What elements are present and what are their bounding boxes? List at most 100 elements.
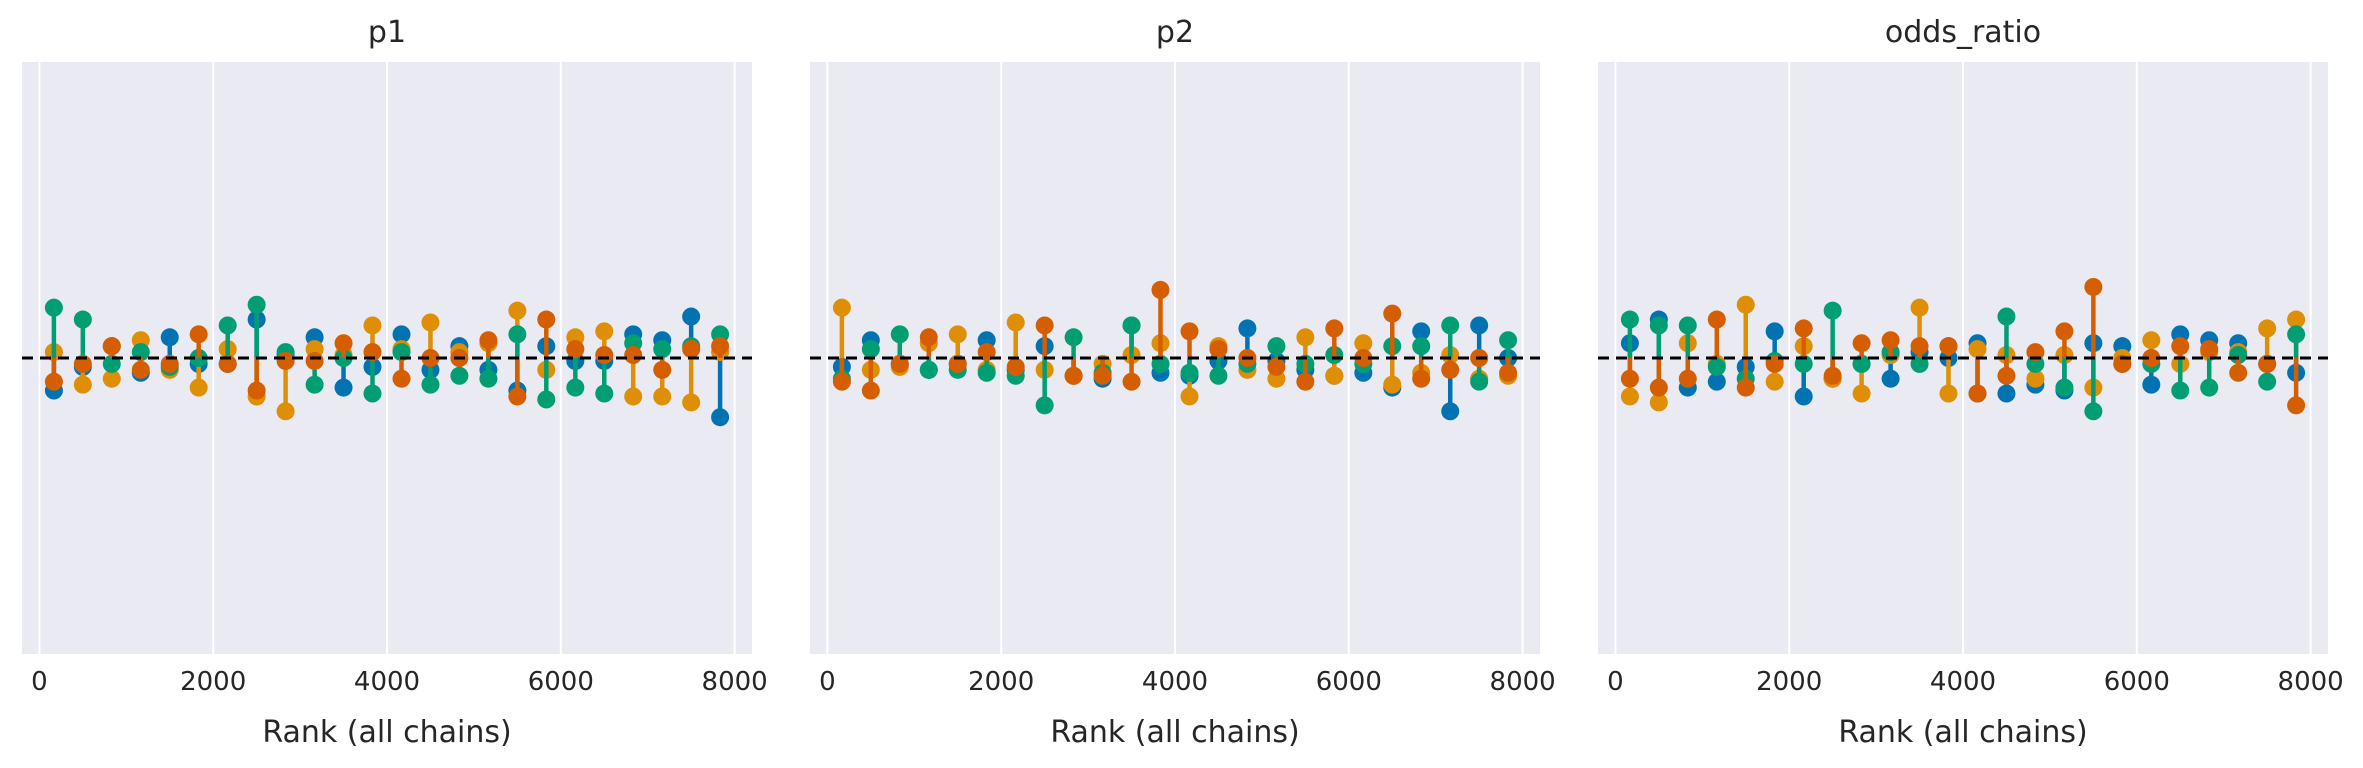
marker-odds-ratio-s2-19	[2171, 381, 2190, 400]
marker-p2-s0-21	[1441, 402, 1460, 421]
x-tick-label-p2-8000: 8000	[1490, 667, 1556, 697]
marker-odds-ratio-s3-4	[1736, 378, 1755, 397]
marker-odds-ratio-s1-18	[2142, 331, 2161, 350]
marker-p1-s3-20	[624, 346, 643, 365]
marker-p2-s2-20	[1412, 337, 1431, 356]
marker-p1-s3-5	[189, 325, 208, 344]
marker-p1-s0-10	[334, 378, 353, 397]
marker-p1-s2-9	[305, 375, 324, 394]
marker-p2-s2-15	[1267, 337, 1286, 356]
marker-odds-ratio-s1-1	[1649, 393, 1668, 412]
marker-odds-ratio-s2-2	[1678, 316, 1697, 335]
panel-title-odds-ratio: odds_ratio	[1885, 15, 2041, 50]
marker-p2-s3-15	[1267, 357, 1286, 376]
marker-p1-s3-10	[334, 334, 353, 353]
marker-odds-ratio-s1-12	[1968, 340, 1987, 359]
x-tick-label-odds-ratio-0: 0	[1607, 667, 1624, 697]
marker-p2-s2-2	[890, 325, 909, 344]
marker-p1-s3-8	[276, 351, 295, 370]
marker-odds-ratio-s1-14	[2026, 369, 2045, 388]
marker-odds-ratio-s0-3	[1707, 372, 1726, 391]
marker-p1-s0-12	[392, 325, 411, 344]
marker-p2-s2-23	[1499, 331, 1518, 350]
marker-odds-ratio-s3-2	[1678, 369, 1697, 388]
marker-p1-s2-11	[363, 384, 382, 403]
x-tick-label-odds-ratio-2000: 2000	[1756, 667, 1822, 697]
marker-p1-s1-1	[73, 375, 92, 394]
marker-p1-s3-0	[44, 372, 63, 391]
marker-p2-s3-0	[832, 372, 851, 391]
marker-p1-s1-22	[682, 393, 701, 412]
marker-p1-s3-22	[682, 340, 701, 359]
marker-p2-s2-21	[1441, 316, 1460, 335]
marker-p1-s3-7	[247, 381, 266, 400]
x-tick-label-p2-2000: 2000	[968, 667, 1034, 697]
x-axis-label-odds-ratio: Rank (all chains)	[1838, 715, 2087, 750]
x-tick-label-p2-6000: 6000	[1316, 667, 1382, 697]
marker-odds-ratio-s0-18	[2142, 375, 2161, 394]
marker-p2-s3-17	[1325, 319, 1344, 338]
marker-odds-ratio-s3-0	[1620, 369, 1639, 388]
marker-p2-s1-12	[1180, 387, 1199, 406]
marker-p1-s3-18	[566, 340, 585, 359]
marker-p1-s1-19	[595, 322, 614, 341]
marker-p1-s2-19	[595, 384, 614, 403]
marker-p1-s2-13	[421, 375, 440, 394]
marker-p2-s3-11	[1151, 280, 1170, 299]
marker-p2-s1-17	[1325, 366, 1344, 385]
marker-p2-s3-20	[1412, 369, 1431, 388]
marker-p1-s2-0	[44, 298, 63, 317]
marker-odds-ratio-s3-15	[2055, 322, 2074, 341]
marker-odds-ratio-s1-5	[1765, 372, 1784, 391]
x-tick-label-p1-8000: 8000	[702, 667, 768, 697]
marker-odds-ratio-s1-23	[2287, 310, 2306, 329]
marker-p1-s3-9	[305, 351, 324, 370]
marker-p1-s3-12	[392, 369, 411, 388]
marker-p2-s1-16	[1296, 328, 1315, 347]
marker-p1-s3-3	[131, 360, 150, 379]
marker-odds-ratio-s2-1	[1649, 316, 1668, 335]
marker-p1-s2-17	[537, 390, 556, 409]
marker-odds-ratio-s2-7	[1823, 301, 1842, 320]
marker-odds-ratio-s3-6	[1794, 319, 1813, 338]
marker-odds-ratio-s1-22	[2258, 319, 2277, 338]
marker-odds-ratio-s0-13	[1997, 384, 2016, 403]
marker-p1-s1-13	[421, 313, 440, 332]
marker-p1-s1-8	[276, 402, 295, 421]
marker-p2-s2-5	[977, 363, 996, 382]
marker-p2-s1-4	[948, 325, 967, 344]
marker-p1-s2-15	[479, 369, 498, 388]
marker-odds-ratio-s3-16	[2084, 277, 2103, 296]
marker-p2-s2-13	[1209, 366, 1228, 385]
marker-p2-s3-12	[1180, 322, 1199, 341]
marker-p1-s3-13	[421, 349, 440, 367]
x-tick-label-p1-2000: 2000	[180, 667, 246, 697]
panel-p2: 0 2000 4000 6000 8000 p2 Rank (all chains)	[810, 15, 1556, 750]
panel-title-p2: p2	[1156, 15, 1194, 50]
x-tick-label-odds-ratio-8000: 8000	[2278, 667, 2344, 697]
marker-p1-s1-2	[102, 369, 121, 388]
marker-odds-ratio-s2-0	[1620, 310, 1639, 329]
x-tick-label-p1-0: 0	[31, 667, 48, 697]
marker-p2-s2-8	[1064, 328, 1083, 347]
marker-odds-ratio-s2-20	[2200, 378, 2219, 397]
marker-p2-s1-18	[1354, 334, 1373, 353]
marker-p2-s2-1	[861, 340, 880, 359]
marker-p2-s1-19	[1383, 375, 1402, 394]
panel-title-p1: p1	[368, 15, 406, 50]
marker-p2-s2-3	[919, 360, 938, 379]
marker-p2-s3-7	[1035, 316, 1054, 335]
marker-odds-ratio-s2-13	[1997, 307, 2016, 326]
x-tick-label-odds-ratio-4000: 4000	[1930, 667, 1996, 697]
marker-odds-ratio-s1-8	[1852, 384, 1871, 403]
marker-p2-s3-23	[1499, 363, 1518, 382]
marker-p1-s0-23	[711, 408, 730, 427]
marker-p1-s1-5	[189, 378, 208, 397]
marker-odds-ratio-s2-23	[2287, 325, 2306, 344]
marker-p1-s2-6	[218, 316, 237, 335]
x-tick-label-odds-ratio-6000: 6000	[2104, 667, 2170, 697]
marker-odds-ratio-s3-19	[2171, 337, 2190, 356]
marker-p2-s3-19	[1383, 304, 1402, 323]
marker-p1-s3-21	[653, 360, 672, 379]
marker-p2-s3-10	[1122, 372, 1141, 391]
